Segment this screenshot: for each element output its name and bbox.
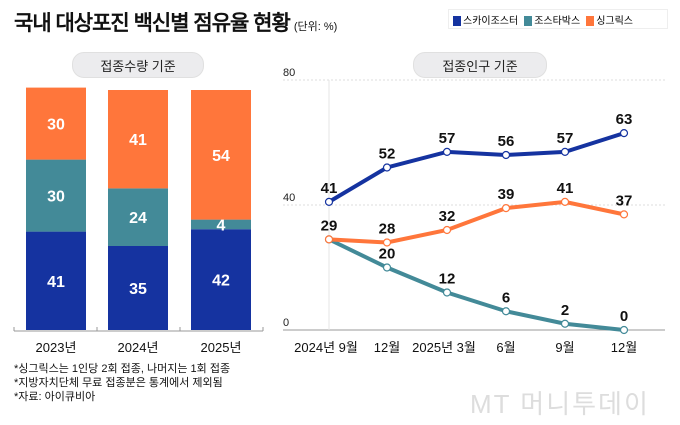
x-tick-label: 2025년 3월	[412, 340, 476, 355]
legend-item-zostavax: 조스타박스	[524, 12, 580, 27]
data-point	[382, 263, 392, 272]
unit-label: (단위: %)	[293, 21, 338, 33]
data-label: 37	[616, 192, 633, 209]
footnotes: *싱그릭스는 1인당 2회 접종, 나머지는 1회 접종 *지방자치단체 무료 …	[14, 362, 230, 404]
data-label: 52	[379, 146, 396, 163]
data-point	[619, 210, 629, 219]
data-label: 56	[498, 133, 515, 150]
data-label: 28	[379, 221, 396, 238]
bar-data-label: 30	[47, 189, 65, 206]
watermark-logo: MT 머니투데이	[470, 389, 650, 419]
data-point	[560, 319, 570, 328]
x-tick-label: 2025년	[201, 340, 242, 355]
data-label: 41	[321, 180, 338, 197]
data-label: 0	[620, 308, 628, 325]
data-label: 12	[439, 271, 456, 288]
data-point	[324, 235, 334, 244]
note: *싱그릭스는 1인당 2회 접종, 나머지는 1회 접종	[14, 363, 231, 375]
data-label: 20	[379, 246, 396, 263]
bar-segment	[108, 246, 168, 330]
x-tick-label: 12월	[374, 340, 400, 355]
y-tick-label: 80	[283, 67, 295, 79]
bar-segment	[108, 188, 168, 246]
data-point	[560, 197, 570, 206]
legend-item-skyzoster: 스카이조스터	[453, 12, 518, 27]
data-label: 32	[439, 208, 456, 225]
bar-data-label: 35	[129, 281, 147, 298]
data-label: 63	[616, 111, 633, 128]
x-tick-label: 12월	[611, 340, 637, 355]
note: *지방자치단체 무료 접종분은 통계에서 제외됨	[14, 377, 223, 389]
data-label: 57	[439, 130, 456, 147]
data-point	[382, 163, 392, 172]
bar-segment	[191, 90, 251, 220]
data-point	[501, 150, 511, 160]
data-label: 6	[502, 289, 510, 306]
bar-data-label: 24	[129, 210, 147, 227]
data-label: 2	[561, 302, 569, 319]
data-point	[324, 197, 334, 206]
data-label: 29	[321, 217, 338, 234]
bar-segment	[26, 87, 86, 160]
bar-data-label: 54	[212, 148, 230, 165]
bar-data-label: 4	[217, 217, 226, 234]
data-point	[382, 238, 392, 247]
chart-title: 국내 대상포진 백신별 점유율 현황 (단위: %)	[14, 7, 337, 37]
bar-data-label: 41	[129, 132, 147, 149]
data-point	[442, 288, 452, 297]
x-tick-label: 2024년 9월	[294, 340, 358, 355]
x-tick-label: 2024년	[118, 340, 159, 355]
y-tick-label: 0	[283, 317, 289, 329]
bar-segment	[191, 219, 251, 230]
title-text: 국내 대상포진 백신별 점유율 현황	[14, 12, 291, 35]
data-point	[442, 225, 452, 235]
data-label: 57	[557, 130, 574, 147]
data-point	[501, 307, 511, 316]
series-line	[328, 199, 625, 245]
bar-data-label: 41	[47, 274, 65, 291]
data-point	[560, 147, 570, 156]
bar-segment	[26, 159, 86, 232]
x-tick-label: 2023년	[36, 340, 77, 355]
series-line	[328, 237, 625, 332]
note: *자료: 아이큐비아	[14, 391, 96, 403]
data-point	[501, 204, 511, 213]
data-label: 39	[498, 186, 515, 203]
x-tick-label: 6월	[496, 340, 515, 355]
data-label: 41	[557, 180, 574, 197]
bar-segment	[191, 229, 251, 330]
legend-item-shingrix: 싱그릭스	[586, 12, 633, 27]
data-point	[619, 325, 629, 335]
bar-segment	[108, 90, 168, 189]
x-tick-label: 9월	[555, 340, 574, 355]
series-line	[327, 131, 625, 204]
bar-segment	[26, 231, 86, 330]
data-point	[619, 129, 629, 138]
legend: 스카이조스터 조스타박스 싱그릭스	[448, 9, 668, 29]
bar-data-label: 42	[212, 273, 230, 290]
bar-data-label: 30	[47, 117, 65, 134]
line-chart-subtitle: 접종인구 기준	[413, 52, 547, 78]
bar-chart-subtitle: 접종수량 기준	[72, 52, 204, 78]
data-point	[442, 147, 452, 156]
y-tick-label: 40	[283, 192, 295, 204]
